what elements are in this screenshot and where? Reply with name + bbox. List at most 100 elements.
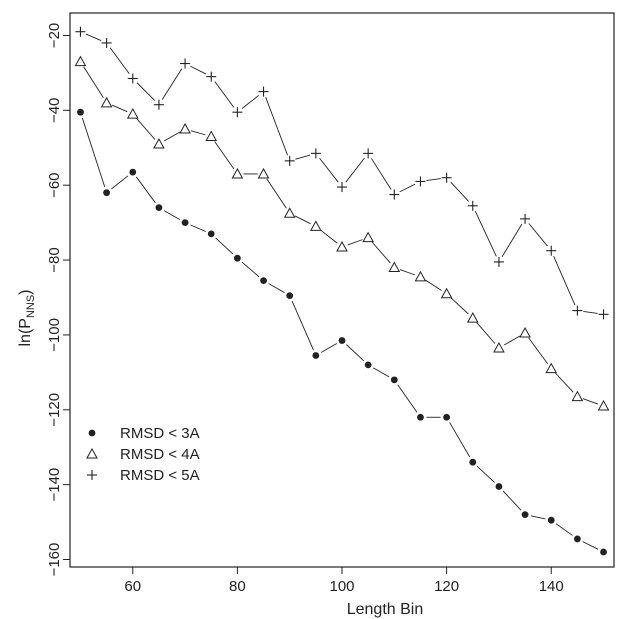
series-2-point — [126, 108, 139, 119]
series-2-segment — [399, 269, 415, 276]
series-1-point — [103, 189, 111, 197]
y-tick-label: −100 — [46, 318, 63, 352]
series-1-segment — [373, 367, 390, 378]
series-2-point — [179, 123, 191, 134]
x-axis-title: Length Bin — [347, 601, 424, 618]
legend-label-3: RMSD < 5A — [120, 467, 200, 484]
x-tick-label: 100 — [329, 578, 354, 595]
series-3-point — [441, 172, 452, 183]
y-axis-title: ln(PNNS) — [17, 289, 37, 346]
series-1-segment — [555, 523, 573, 536]
series-1-segment — [502, 490, 522, 511]
series-2-segment — [582, 398, 599, 405]
y-tick-label: −120 — [46, 393, 63, 427]
series-1-segment — [476, 465, 495, 483]
series-1-point — [469, 458, 477, 466]
series-1-point — [600, 548, 607, 556]
series-1-segment — [530, 515, 546, 520]
series-1-segment — [346, 344, 365, 362]
legend: RMSD < 3A RMSD < 4A RMSD < 5A — [86, 425, 200, 484]
series-2-point — [74, 55, 87, 67]
series-1-point — [495, 483, 503, 490]
legend-label-2: RMSD < 4A — [120, 446, 200, 463]
y-tick-label: −140 — [46, 468, 63, 502]
series-3-point — [232, 107, 243, 118]
series-2-point — [153, 137, 165, 149]
series-3-point — [572, 305, 583, 316]
series-1-segment — [268, 283, 285, 294]
series-2-segment — [528, 337, 549, 365]
legend-marker-3 — [87, 470, 97, 480]
series-1-segment — [241, 261, 260, 278]
series-3-segment — [426, 178, 441, 182]
series-1-point — [129, 168, 137, 176]
series-2-point — [362, 231, 375, 243]
series-1-segment — [81, 117, 106, 188]
series-3-point — [310, 148, 321, 159]
series-1-point — [207, 230, 215, 238]
series-1-point — [521, 511, 529, 518]
series-2-point — [519, 327, 531, 338]
series-1-point — [443, 413, 451, 421]
series-2-segment — [136, 118, 156, 140]
series-markers — [74, 26, 610, 556]
series-3-segment — [295, 154, 311, 160]
series-2-point — [440, 287, 453, 299]
x-tick-label: 60 — [124, 578, 141, 595]
series-2-segment — [294, 215, 311, 225]
series-3-segment — [161, 68, 183, 100]
x-tick-label: 140 — [539, 578, 564, 595]
series-1-point — [573, 535, 581, 543]
series-3-point — [153, 99, 164, 110]
series-2-segment — [371, 241, 391, 264]
series-2-segment — [266, 178, 287, 209]
series-2-point — [283, 207, 296, 218]
series-2-segment — [320, 229, 338, 244]
series-2-segment — [163, 131, 181, 142]
series-2-point — [388, 261, 401, 273]
series-3-point — [127, 73, 138, 84]
series-2-segment — [476, 322, 496, 344]
series-2-segment — [190, 130, 206, 136]
series-1-segment — [215, 237, 234, 255]
series-1-segment — [163, 210, 181, 221]
series-2-point — [100, 96, 113, 108]
series-lines — [81, 33, 599, 550]
x-tick-label: 80 — [229, 578, 246, 595]
series-3-segment — [553, 256, 576, 306]
series-2-point — [466, 312, 479, 323]
series-2-segment — [214, 141, 235, 170]
series-1-point — [390, 376, 398, 384]
series-1-segment — [291, 300, 314, 351]
legend-label-1: RMSD < 3A — [120, 425, 200, 442]
series-1-segment — [397, 384, 418, 413]
series-3-segment — [265, 97, 288, 156]
series-3-segment — [345, 157, 365, 183]
x-tick-label: 120 — [434, 578, 459, 595]
series-3-segment — [583, 310, 598, 314]
y-tick-label: −160 — [46, 543, 63, 577]
series-3-segment — [450, 181, 470, 202]
legend-marker-2 — [86, 447, 98, 459]
series-2-segment — [503, 335, 521, 346]
series-2-point — [545, 362, 558, 374]
series-2-point — [597, 400, 610, 411]
series-3-point — [206, 71, 217, 82]
series-3-point — [493, 256, 504, 267]
series-2-point — [414, 270, 427, 282]
series-2-segment — [450, 297, 469, 315]
series-1-point — [155, 204, 163, 212]
series-2-segment — [83, 66, 104, 99]
series-1-segment — [111, 175, 129, 190]
y-tick-label: −40 — [46, 98, 63, 123]
series-3-point — [363, 148, 374, 159]
y-axis-title-subscript: NNS — [25, 295, 37, 318]
series-3-segment — [474, 211, 497, 257]
series-1-segment — [449, 422, 471, 458]
series-2-segment — [111, 104, 128, 113]
series-1-point — [364, 361, 372, 369]
series-1-segment — [135, 176, 156, 204]
legend-marker-1 — [88, 429, 96, 437]
series-2-point — [205, 130, 218, 142]
